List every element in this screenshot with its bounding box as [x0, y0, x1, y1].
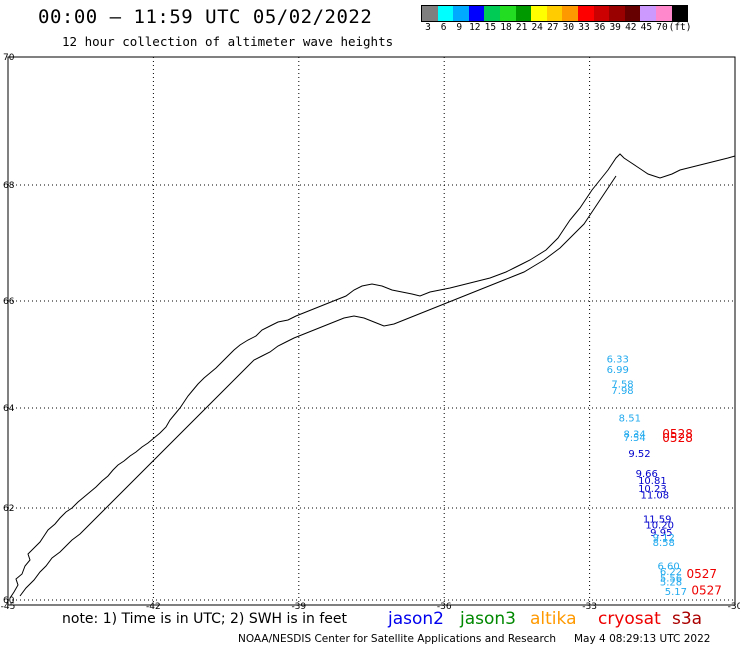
colorbar-swatch [577, 6, 594, 21]
colorbar-label: (ft) [668, 22, 692, 33]
longitude-tick-label: -39 [291, 602, 306, 610]
wave-height-label: 10.23 [638, 484, 667, 495]
colorbar-swatch [453, 6, 469, 21]
latitude-tick-label: 60 [3, 596, 15, 606]
units-note: note: 1) Time is in UTC; 2) SWH is in fe… [62, 611, 348, 627]
pass-time-label: 0528 [662, 427, 693, 441]
colorbar-label: 42 [625, 22, 637, 33]
colorbar-label: 70 [656, 22, 668, 33]
colorbar-label: 6 [440, 22, 447, 33]
satellite-legend-item: cryosat [598, 609, 661, 629]
colorbar-swatch [655, 6, 672, 21]
wave-height-label: 7.58 [611, 380, 633, 391]
wave-height-label: 8.34 [624, 430, 646, 441]
colorbar-swatch [593, 6, 610, 21]
wave-height-label: 9.12 [653, 533, 675, 544]
wave-height-label: 5.17 [665, 587, 687, 598]
wave-height-label: 7.54 [624, 433, 646, 444]
colorbar-label: 12 [469, 22, 481, 33]
colorbar-swatch [468, 6, 485, 21]
map-subtitle: 12 hour collection of altimeter wave hei… [62, 34, 394, 49]
colorbar-label: 18 [500, 22, 512, 33]
satellite-legend-item: s3a [672, 609, 703, 629]
wave-height-label: 5.56 [660, 574, 682, 585]
wave-height-label: 9.66 [636, 469, 658, 480]
colorbar-swatch [609, 6, 625, 21]
colorbar-swatch [515, 6, 532, 21]
satellite-legend-item: altika [530, 609, 577, 629]
colorbar-swatch [422, 6, 438, 21]
wave-height-label: 9.52 [628, 449, 650, 460]
wave-height-observations: 6.336.99 7.587.98 8.51 8.347.54 9.52 9.6610.8… [607, 355, 687, 598]
wave-height-colorbar [421, 5, 689, 22]
coastline-path [9, 153, 736, 599]
colorbar-label: 39 [609, 22, 621, 33]
wave-height-label: 11.08 [640, 491, 669, 502]
credit-line: NOAA/NESDIS Center for Satellite Applica… [238, 633, 710, 645]
wave-height-label: 6.99 [607, 365, 629, 376]
satellite-legend-item: jason3 [460, 609, 516, 629]
longitude-tick-label: -36 [437, 602, 452, 610]
colorbar-label: 15 [484, 22, 497, 33]
map-frame [7, 56, 736, 606]
colorbar-label: 27 [547, 22, 559, 33]
colorbar-label: 21 [515, 22, 528, 33]
wave-height-label: 10.20 [645, 521, 674, 532]
greenland-coastline [9, 153, 736, 599]
wave-height-label: 9.95 [650, 528, 672, 539]
latitude-tick-label: 70 [3, 53, 15, 63]
wave-height-label: 10.81 [638, 476, 667, 487]
colorbar-label: 30 [562, 22, 575, 33]
wave-height-label: 7.98 [611, 386, 633, 397]
pass-time-label: 0527 [687, 567, 718, 581]
colorbar-swatch [437, 6, 454, 21]
latitude-tick-label: 64 [3, 404, 15, 414]
colorbar-label: 3 [425, 22, 431, 33]
pass-time-label: 0528 [662, 431, 693, 445]
colorbar-swatch [671, 6, 688, 21]
wave-height-label: 5.28 [660, 577, 682, 588]
pass-time-label: 0527 [691, 583, 722, 597]
latitude-tick-label: 66 [3, 297, 15, 307]
colorbar-label: 9 [456, 22, 463, 33]
map-title: 00:00 – 11:59 UTC 05/02/2022 [38, 6, 373, 28]
wave-height-label: 8.51 [619, 414, 641, 425]
colorbar-swatch [546, 6, 563, 21]
colorbar-label: 33 [578, 22, 590, 33]
colorbar-swatch [562, 6, 578, 21]
longitude-tick-label: -30 [728, 602, 740, 610]
colorbar-label: 24 [531, 22, 543, 33]
coastline-inner-path [19, 175, 617, 597]
wave-height-label: 6.33 [607, 355, 629, 366]
wave-height-label: 8.58 [653, 538, 675, 549]
longitude-tick-label: -45 [1, 602, 16, 610]
colorbar-swatch [484, 6, 500, 21]
graticule [7, 56, 736, 605]
latitude-tick-label: 68 [3, 181, 15, 191]
credit-text: NOAA/NESDIS Center for Satellite Applica… [238, 633, 556, 645]
colorbar-label: 36 [593, 22, 606, 33]
colorbar-label: 45 [640, 22, 653, 33]
wave-height-label: 6.60 [657, 562, 679, 573]
axis-tick-labels: -45 -42 -39 -36 -33 -30 70 68 66 64 62 60 [1, 53, 740, 610]
altimeter-map: -45 -42 -39 -36 -33 -30 70 68 66 64 62 60 6.336.99 7… [1, 53, 740, 610]
colorbar-swatch [531, 6, 547, 21]
longitude-tick-label: -33 [582, 602, 597, 610]
wave-height-label: 6.22 [660, 567, 682, 578]
colorbar-swatch [499, 6, 516, 21]
colorbar-swatch [624, 6, 641, 21]
latitude-tick-label: 62 [3, 504, 14, 514]
generated-timestamp: May 4 08:29:13 UTC 2022 [574, 633, 711, 645]
wave-height-label: 11.59 [643, 515, 672, 526]
colorbar-swatch [640, 6, 656, 21]
satellite-legend-item: jason2 [388, 609, 444, 629]
longitude-tick-label: -42 [146, 602, 161, 610]
